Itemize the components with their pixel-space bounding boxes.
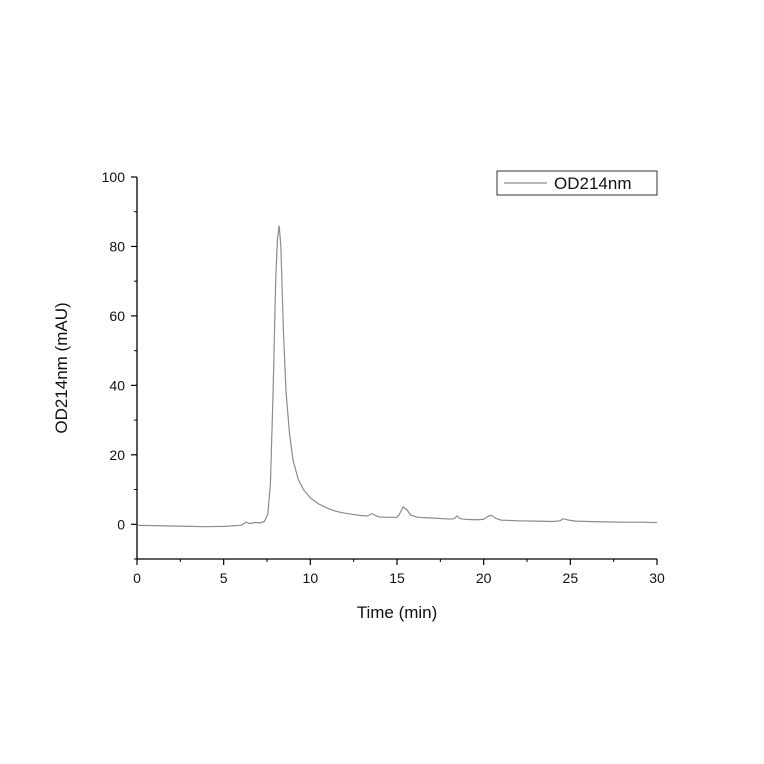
x-tick-label: 25 — [563, 570, 579, 586]
x-tick-label: 10 — [303, 570, 319, 586]
y-axis-ticks: 0 20 40 60 80 100 — [102, 169, 137, 560]
legend-label: OD214nm — [554, 174, 631, 193]
x-tick-label: 15 — [389, 570, 405, 586]
x-tick-label: 20 — [476, 570, 492, 586]
y-tick-label: 20 — [109, 447, 125, 463]
x-tick-label: 5 — [220, 570, 228, 586]
y-axis-title: OD214nm (mAU) — [52, 302, 71, 433]
x-axis-ticks: 0 5 10 15 20 25 30 — [133, 559, 665, 586]
x-axis-title: Time (min) — [357, 603, 438, 622]
series-line-od214nm — [136, 225, 658, 528]
x-tick-label: 30 — [649, 570, 665, 586]
x-tick-label: 0 — [133, 570, 141, 586]
legend: OD214nm — [496, 170, 658, 196]
y-tick-label: 0 — [117, 516, 125, 532]
y-tick-label: 60 — [109, 308, 125, 324]
y-tick-label: 100 — [102, 169, 126, 185]
y-tick-label: 80 — [109, 238, 125, 254]
y-tick-label: 40 — [109, 377, 125, 393]
plot-area: 0 5 10 15 20 25 30 0 20 40 60 80 100 — [102, 169, 665, 586]
